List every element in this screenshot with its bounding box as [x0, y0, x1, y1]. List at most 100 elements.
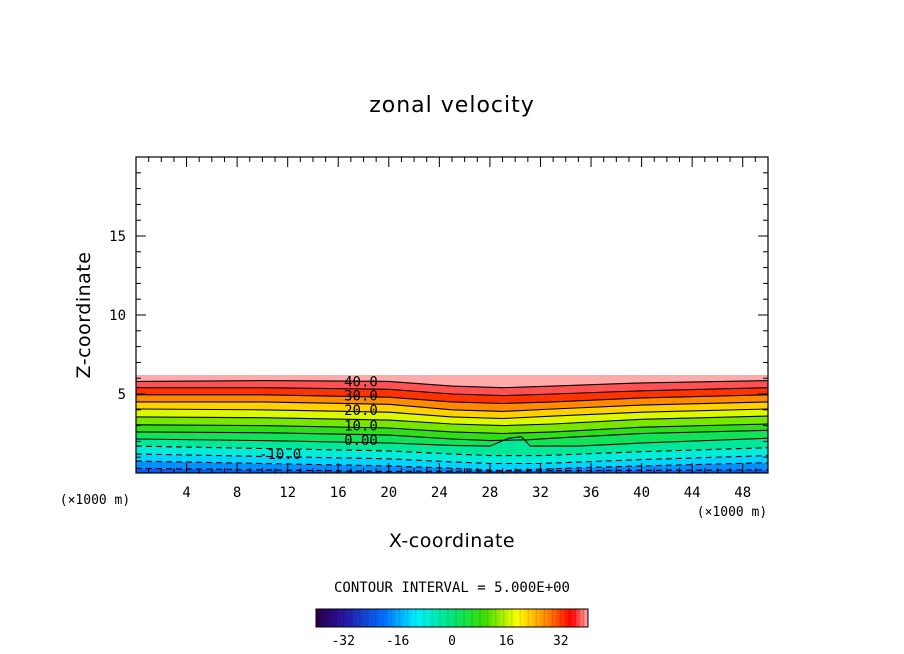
chart-title: zonal velocity: [369, 93, 535, 118]
colorbar-segment: [436, 609, 441, 627]
colorbar-segment: [319, 608, 325, 628]
colorbar-segment: [564, 609, 569, 627]
colorbar-segment: [356, 609, 361, 627]
colorbar-segment: [407, 608, 413, 628]
colorbar-segment: [452, 609, 457, 627]
colorbar-segment: [327, 608, 333, 628]
contour-band: [136, 430, 768, 447]
contour-band: [136, 375, 768, 388]
colorbar-segment: [479, 608, 485, 628]
colorbar-segment: [460, 609, 465, 627]
y-axis-title: Z-coordinate: [73, 252, 95, 379]
x-tick-label: 8: [233, 485, 241, 501]
contour-line: [136, 436, 768, 447]
contour-label: 10.0: [344, 419, 378, 435]
contour-label: -10.0: [259, 447, 301, 463]
y-tick-label: 15: [109, 229, 126, 245]
x-tick-label: 24: [431, 485, 448, 501]
contour-line: [136, 380, 768, 389]
contour-line: [136, 401, 768, 412]
colorbar-segment: [540, 609, 545, 627]
colorbar-segment: [423, 608, 429, 628]
contour-band: [136, 446, 768, 464]
x-unit-label-right: (×1000 m): [697, 505, 767, 520]
colorbar-segment: [551, 608, 557, 628]
x-tick-labels: 4 8 12 16 20 24 28 32 36 40 44 48: [182, 485, 751, 501]
contour-band: [136, 461, 768, 472]
colorbar-segment: [340, 609, 345, 627]
contour-line: [136, 394, 768, 405]
colorbar-frame: [315, 608, 589, 628]
contour-label: 0.00: [344, 433, 378, 449]
colorbar-segment: [335, 608, 341, 628]
contour-line: [136, 387, 768, 397]
y-tick-label: 10: [109, 308, 126, 324]
colorbar-segment: [548, 609, 553, 627]
colorbar-segment: [503, 608, 509, 628]
x-tick-label: 4: [182, 485, 190, 501]
colorbar-segment: [412, 609, 417, 627]
colorbar-segment: [535, 608, 541, 628]
colorbar-segment: [468, 609, 473, 627]
x-tick-label: 16: [330, 485, 347, 501]
contour-band: [136, 387, 768, 404]
colorbar-tick-label: 0: [448, 634, 456, 649]
colorbar-segment: [516, 609, 521, 627]
colorbar-segment: [543, 608, 549, 628]
colorbar-segment: [487, 608, 493, 628]
x-tick-label: 28: [481, 485, 498, 501]
x-tick-label: 36: [583, 485, 600, 501]
colorbar-segment: [519, 608, 525, 628]
colorbar-tick-label: -16: [386, 634, 409, 649]
contour-line: [136, 453, 768, 465]
axis-ticks: [135, 156, 769, 474]
x-tick-label: 40: [633, 485, 650, 501]
colorbar-tick-label: 32: [553, 634, 569, 649]
colorbar-segment: [471, 608, 477, 628]
y-tick-labels: 5 10 15: [109, 229, 126, 403]
x-tick-label: 12: [279, 485, 296, 501]
colorbar-segment: [476, 609, 481, 627]
colorbar-segment: [575, 608, 581, 628]
colorbar-segment: [372, 609, 377, 627]
x-unit-label-left: (×1000 m): [60, 493, 130, 508]
contour-label: 20.0: [344, 403, 378, 419]
colorbar-segment: [380, 609, 385, 627]
colorbar: [316, 608, 589, 628]
colorbar-segment: [580, 609, 585, 627]
colorbar-segment: [388, 609, 393, 627]
colorbar-segment: [511, 608, 517, 628]
colorbar-segment: [399, 608, 405, 628]
colorbar-segment: [367, 608, 373, 628]
colorbar-segment: [444, 609, 449, 627]
colorbar-segment: [455, 608, 461, 628]
contour-interval-text: CONTOUR INTERVAL = 5.000E+00: [334, 580, 570, 596]
contour-labels: 40.030.020.010.00.00 -10.0: [259, 374, 378, 463]
colorbar-segment: [447, 608, 453, 628]
colorbar-segment: [500, 609, 505, 627]
colorbar-segment: [559, 608, 565, 628]
contour-label: 30.0: [344, 389, 378, 405]
colorbar-segment: [359, 608, 365, 628]
contour-band: [136, 468, 768, 473]
contour-line: [136, 423, 768, 435]
colorbar-segment: [391, 608, 397, 628]
colorbar-segment: [420, 609, 425, 627]
colorbar-segment: [572, 609, 577, 627]
colorbar-segment: [484, 609, 489, 627]
contour-line: [136, 408, 768, 420]
colorbar-segment: [348, 609, 353, 627]
colorbar-segment: [492, 609, 497, 627]
colorbar-segment: [495, 608, 501, 628]
colorbar-segment: [383, 608, 389, 628]
colorbar-segment: [431, 608, 437, 628]
colorbar-segment: [343, 608, 349, 628]
colorbar-segment: [556, 609, 561, 627]
colorbar-segment: [439, 608, 445, 628]
contour-line: [136, 415, 768, 427]
y-tick-label: 5: [118, 387, 126, 403]
colorbar-segment: [567, 608, 573, 628]
x-axis-title: X-coordinate: [389, 530, 515, 552]
colorbar-segment: [404, 609, 409, 627]
contour-band: [136, 416, 768, 434]
